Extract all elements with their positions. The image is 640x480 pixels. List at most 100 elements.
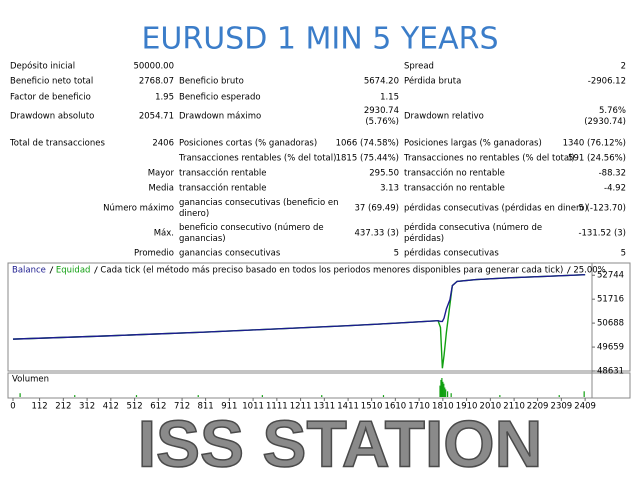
report-label: Beneficio neto total (10, 77, 93, 87)
report-label: Beneficio esperado (179, 93, 261, 103)
legend-model: Cada tick (el método más preciso basado … (100, 265, 563, 276)
report-value: 37 (69.49) (355, 204, 399, 214)
x-tick-label: 1211 (290, 402, 312, 412)
y-tick-label: 51716 (597, 295, 624, 305)
x-tick-label: 1011 (242, 402, 264, 412)
report-value: -88.32 (599, 169, 626, 179)
report-label: Mayor (148, 169, 175, 179)
report-value: (5.76%) (365, 117, 399, 127)
report-value: 2930.74 (364, 106, 399, 116)
y-tick-label: 52744 (597, 271, 624, 281)
x-tick-label: 2409 (574, 402, 596, 412)
report-value: 1.15 (380, 93, 399, 103)
report-label: beneficio consecutivo (número de (179, 223, 324, 233)
x-tick-label: 212 (55, 402, 71, 412)
report-value: 5 (-123.70) (578, 204, 626, 214)
report-label: Media (148, 184, 174, 194)
x-tick-label: 1111 (266, 402, 288, 412)
watermark: ISS STATION (138, 406, 543, 480)
report-label: Total de transacciones (9, 139, 105, 149)
legend-separator (94, 266, 98, 274)
x-tick-label: 712 (174, 402, 190, 412)
report-value: 3.13 (380, 184, 399, 194)
report-value: -131.52 (3) (578, 229, 626, 239)
y-tick-label: 49659 (597, 343, 624, 353)
report-value: 5 (394, 249, 399, 259)
report-label: Drawdown máximo (179, 112, 261, 122)
x-tick-label: 2010 (480, 402, 502, 412)
report-value: 2768.07 (139, 77, 174, 87)
report-label: Número máximo (103, 204, 174, 214)
report-label: Posiciones cortas (% ganadoras) (179, 139, 317, 149)
report-value: 5 (621, 249, 626, 259)
report-value: -4.92 (604, 184, 626, 194)
report-value: 50000.00 (133, 62, 174, 72)
report-label: Pérdida bruta (404, 76, 461, 87)
x-tick-label: 2110 (503, 402, 525, 412)
report-label: Transacciones no rentables (% del total) (403, 154, 575, 164)
x-tick-label: 2309 (551, 402, 573, 412)
report-value: 1815 (75.44%) (336, 154, 399, 164)
x-tick-label: 1510 (361, 402, 383, 412)
x-tick-label: 612 (150, 402, 166, 412)
report-label: transacción no rentable (404, 183, 505, 194)
report-value: (2930.74) (584, 117, 626, 127)
series-line (12, 273, 586, 340)
report-label: transacción rentable (179, 183, 267, 194)
report-label: pérdidas) (404, 233, 444, 244)
report-value: 5674.20 (364, 77, 399, 87)
report-label: pérdida consecutiva (número de (404, 222, 542, 233)
x-tick-label: 0 (10, 402, 15, 412)
report-label: transacción no rentable (404, 168, 505, 179)
x-tick-label: 312 (79, 402, 95, 412)
report-value: 2406 (152, 139, 174, 149)
report-value: 437.33 (3) (355, 229, 399, 239)
report-label: Máx. (154, 229, 174, 239)
report-label: transacción rentable (179, 168, 267, 179)
report-label: Transacciones rentables (% del total) (178, 154, 336, 164)
report-label: pérdidas consecutivas (pérdidas en diner… (404, 203, 588, 214)
x-tick-label: 112 (31, 402, 47, 412)
chart-frame (7, 262, 631, 372)
report-value: 295.50 (369, 169, 399, 179)
x-tick-label: 1910 (456, 402, 478, 412)
x-tick-label: 1411 (337, 402, 359, 412)
x-tick-label: 512 (126, 402, 142, 412)
volume-frame (7, 372, 631, 399)
legend-separator (566, 266, 571, 274)
x-tick-label: 811 (197, 402, 213, 412)
y-tick-label: 50688 (597, 319, 624, 329)
x-tick-label: 1610 (385, 402, 407, 412)
report-value: -2906.12 (588, 77, 626, 87)
volume-label: Volumen (12, 375, 49, 385)
report-value: 1340 (76.12%) (563, 139, 626, 149)
report-label: Promedio (134, 249, 174, 259)
x-tick-label: 412 (103, 402, 119, 412)
title: EURUSD 1 MIN 5 YEARS (141, 22, 498, 57)
report-label: pérdidas consecutivas (404, 248, 499, 259)
report-label: Beneficio bruto (179, 77, 244, 87)
report-value: 2054.71 (139, 112, 174, 122)
legend-series-name: Balance (12, 266, 46, 276)
report-value: 1.95 (155, 93, 174, 103)
legend-quality: 25.00% (573, 266, 605, 276)
x-tick-label: 911 (221, 402, 237, 412)
report-label: ganancias consecutivas (beneficio en (179, 198, 338, 208)
report-label: Drawdown relativo (404, 112, 484, 122)
legend-series-name: Equidad (56, 266, 91, 276)
report-value: 5.76% (599, 106, 626, 116)
report-value: 591 (24.56%) (568, 154, 626, 164)
report-label: ganancias) (179, 234, 226, 244)
x-tick-label: 1810 (432, 402, 454, 412)
report-label: Factor de beneficio (10, 93, 91, 103)
report-label: Drawdown absoluto (10, 112, 94, 122)
report-label: Posiciones largas (% ganadoras) (404, 139, 542, 149)
report-label: Depósito inicial (10, 61, 75, 72)
x-tick-label: 2209 (527, 402, 549, 412)
report-label: dinero) (179, 209, 209, 219)
report-label: Spread (404, 62, 434, 72)
report-value: 2 (621, 62, 626, 72)
x-tick-label: 1311 (314, 402, 336, 412)
legend-separator (49, 266, 54, 274)
